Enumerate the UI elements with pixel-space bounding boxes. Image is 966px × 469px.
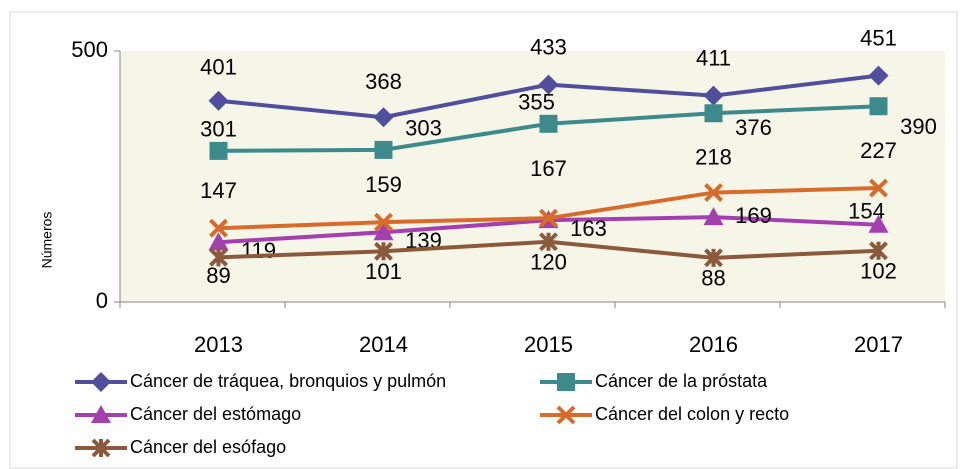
marker [704,248,723,268]
marker [704,104,723,123]
marker [374,212,393,232]
data-label: 102 [860,259,897,284]
marker [209,141,228,160]
marker [703,207,724,226]
data-label: 390 [900,114,937,139]
data-label: 411 [696,45,731,70]
marker [373,107,394,128]
data-label: 167 [530,156,567,181]
legend-label: Cáncer de tráquea, bronquios y pulmón [130,371,446,391]
data-label: 227 [860,138,897,163]
marker [557,373,575,391]
legend-label: Cáncer del estómago [130,404,301,424]
y-tick-label: 0 [96,288,108,313]
series [209,178,888,238]
marker [91,405,111,423]
marker [539,208,558,228]
data-label: 159 [365,172,402,197]
marker [539,232,558,252]
marker [91,438,111,458]
marker [538,74,559,95]
marker [374,140,393,159]
data-label: 88 [701,266,725,291]
marker [209,218,228,238]
marker [869,241,888,261]
data-label: 303 [405,116,442,141]
data-label: 154 [848,199,885,224]
data-label: 218 [695,144,732,169]
marker [868,214,889,233]
data-label: 101 [365,259,402,284]
marker [208,90,229,111]
marker [703,85,724,106]
x-tick-label: 2015 [524,332,573,357]
data-label: 147 [200,178,237,203]
data-label: 120 [530,250,567,275]
legend-label: Cáncer del colon y recto [595,404,789,424]
data-label: 451 [860,25,897,50]
data-label: 119 [241,238,276,263]
x-tick-label: 2014 [359,332,408,357]
marker [556,405,576,425]
marker [539,114,558,133]
legend-label: Cáncer del esófago [130,437,286,457]
data-label: 89 [206,263,230,288]
marker [869,178,888,198]
data-label: 401 [200,55,237,80]
data-label: 355 [518,90,555,115]
marker [373,222,394,241]
marker [91,372,111,392]
data-label: 433 [530,34,567,59]
data-label: 376 [735,115,772,140]
marker [868,65,889,86]
marker [704,183,723,202]
marker [209,247,228,267]
series [209,232,888,268]
series [209,97,888,160]
y-axis-label: Números [39,212,55,269]
x-tick-label: 2013 [194,332,243,357]
x-tick-label: 2016 [689,332,738,357]
data-label: 368 [365,69,402,94]
data-label: 163 [570,216,607,241]
marker [208,232,229,251]
legend-label: Cáncer de la próstata [595,371,768,391]
y-tick-label: 500 [71,37,108,62]
data-label: 169 [735,203,772,228]
data-label: 301 [200,117,237,142]
marker [374,241,393,261]
x-tick-label: 2017 [854,332,903,357]
marker [869,97,888,116]
series [208,65,889,128]
plot-area [120,51,945,302]
